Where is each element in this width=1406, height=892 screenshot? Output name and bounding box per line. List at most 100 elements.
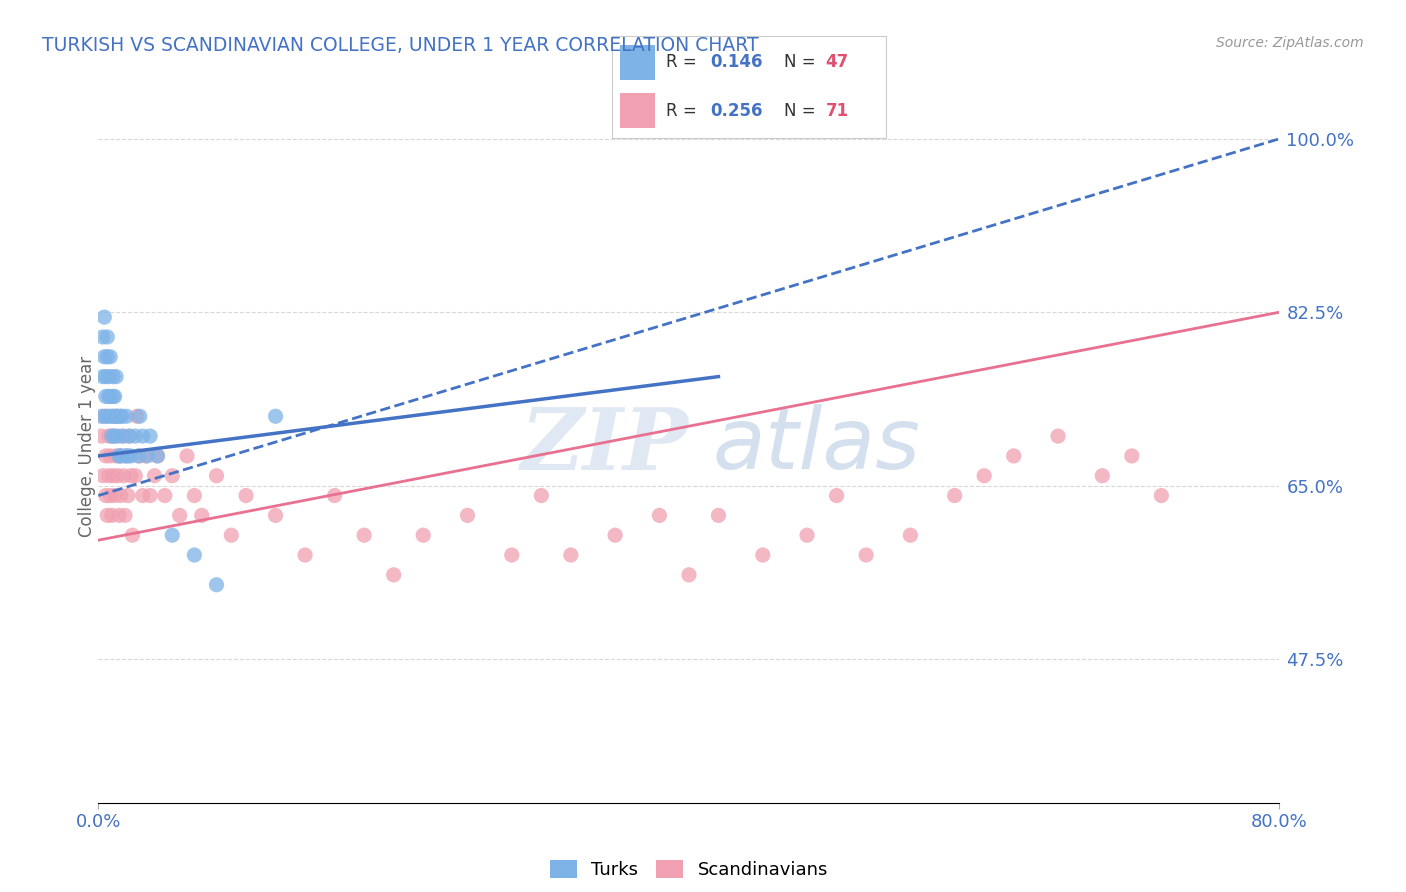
Point [105,449,128,463]
Point [124,429,146,443]
Text: TURKISH VS SCANDINAVIAN COLLEGE, UNDER 1 YEAR CORRELATION CHART: TURKISH VS SCANDINAVIAN COLLEGE, UNDER 1… [42,36,759,54]
Point [91,369,114,384]
Point [103,468,125,483]
Point [176,449,198,463]
Point [97,409,120,424]
Point [1046,429,1069,443]
Point [105,409,128,424]
Point [678,567,700,582]
Point [114,508,136,523]
Point [96,350,118,364]
Point [648,508,671,523]
Point [104,429,127,443]
Text: 0.256: 0.256 [710,102,763,120]
Text: 0.146: 0.146 [710,54,763,71]
Point [294,548,316,562]
Point [132,489,155,503]
Point [191,508,214,523]
Point [235,489,257,503]
Point [118,429,141,443]
Point [825,489,848,503]
Point [117,489,139,503]
Point [183,489,205,503]
Point [121,528,143,542]
Legend: Turks, Scandinavians: Turks, Scandinavians [543,853,835,887]
Point [1002,449,1025,463]
Point [100,409,122,424]
Point [143,468,166,483]
Text: atlas: atlas [713,404,921,488]
Point [94,389,117,403]
Point [169,508,191,523]
Point [105,409,128,424]
Bar [620,45,655,79]
Point [132,429,155,443]
Text: ZIP: ZIP [522,404,689,488]
Point [96,330,118,344]
Point [93,310,115,325]
Point [136,449,159,463]
Point [120,468,142,483]
Point [796,528,818,542]
Point [153,489,176,503]
Point [205,578,228,592]
Point [103,389,125,403]
Point [105,369,128,384]
Point [97,468,120,483]
Text: N =: N = [785,102,821,120]
Point [112,429,135,443]
Point [111,409,134,424]
Text: 71: 71 [825,102,849,120]
Point [90,429,112,443]
Point [973,468,995,483]
Text: R =: R = [666,54,703,71]
Point [104,389,127,403]
Text: N =: N = [785,54,821,71]
Point [110,449,132,463]
Point [120,449,142,463]
Point [94,489,117,503]
Point [560,548,582,562]
Point [219,528,242,542]
Point [97,369,120,384]
Point [108,508,131,523]
Point [146,449,169,463]
Point [530,489,553,503]
Point [264,508,287,523]
Point [135,449,157,463]
Point [107,468,129,483]
Point [900,528,922,542]
Point [97,389,120,403]
Point [91,330,114,344]
Point [456,508,478,523]
Point [94,369,117,384]
Point [146,449,169,463]
Text: R =: R = [666,102,703,120]
Point [112,468,135,483]
Point [117,449,139,463]
Point [205,468,228,483]
Point [412,528,434,542]
Point [855,548,877,562]
Point [110,489,132,503]
Point [98,489,121,503]
Point [118,429,141,443]
Point [128,409,150,424]
Point [1150,489,1173,503]
Point [111,429,134,443]
Point [110,409,132,424]
Point [1091,468,1114,483]
Point [382,567,405,582]
Point [103,429,125,443]
Point [98,350,121,364]
Point [1121,449,1143,463]
Point [139,489,162,503]
Point [124,468,146,483]
Y-axis label: College, Under 1 year: College, Under 1 year [79,355,96,537]
Point [110,449,132,463]
Point [94,449,117,463]
Point [115,449,138,463]
Point [353,528,375,542]
Point [707,508,730,523]
Point [605,528,627,542]
